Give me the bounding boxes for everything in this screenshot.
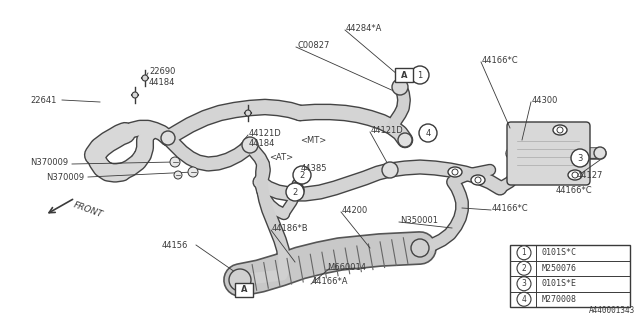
Circle shape: [188, 167, 198, 177]
Text: 0101S*E: 0101S*E: [542, 279, 577, 288]
Text: M660014: M660014: [327, 263, 366, 273]
Circle shape: [161, 131, 175, 145]
Circle shape: [382, 162, 398, 178]
Circle shape: [517, 246, 531, 260]
Circle shape: [517, 261, 531, 275]
Text: <MT>: <MT>: [300, 135, 326, 145]
Text: 4: 4: [426, 129, 431, 138]
Circle shape: [398, 133, 412, 147]
Ellipse shape: [553, 125, 567, 135]
FancyBboxPatch shape: [507, 122, 590, 185]
Text: M250076: M250076: [542, 264, 577, 273]
Text: 44200: 44200: [342, 205, 368, 214]
Circle shape: [411, 239, 429, 257]
Circle shape: [170, 157, 180, 167]
Circle shape: [132, 92, 138, 98]
Circle shape: [142, 75, 148, 81]
Text: 44186*B: 44186*B: [272, 223, 308, 233]
Text: 44121D: 44121D: [371, 125, 404, 134]
Circle shape: [174, 171, 182, 179]
Text: 44166*A: 44166*A: [312, 277, 349, 286]
Circle shape: [242, 137, 258, 153]
Circle shape: [245, 110, 251, 116]
Circle shape: [293, 166, 311, 184]
Text: 3: 3: [577, 154, 582, 163]
FancyBboxPatch shape: [395, 68, 413, 82]
Circle shape: [475, 177, 481, 183]
Text: 44166*C: 44166*C: [556, 186, 593, 195]
Text: N350001: N350001: [400, 215, 438, 225]
Circle shape: [571, 149, 589, 167]
Text: 22641: 22641: [30, 95, 56, 105]
Circle shape: [517, 277, 531, 291]
FancyBboxPatch shape: [510, 245, 630, 307]
Text: M270008: M270008: [542, 295, 577, 304]
Text: A440001343: A440001343: [589, 306, 635, 315]
Text: 44121D: 44121D: [249, 129, 282, 138]
Circle shape: [411, 66, 429, 84]
Text: 3: 3: [522, 279, 527, 288]
Circle shape: [572, 172, 578, 178]
FancyBboxPatch shape: [235, 283, 253, 297]
Circle shape: [517, 292, 531, 306]
Text: 1: 1: [417, 70, 422, 79]
Circle shape: [452, 169, 458, 175]
Text: 44166*C: 44166*C: [492, 204, 529, 212]
Text: 4: 4: [522, 295, 527, 304]
Text: 44385: 44385: [301, 164, 328, 172]
Ellipse shape: [568, 170, 582, 180]
Circle shape: [229, 269, 251, 291]
Text: 44284*A: 44284*A: [346, 23, 382, 33]
Text: A: A: [401, 70, 407, 79]
Text: N370009: N370009: [30, 157, 68, 166]
Text: 2: 2: [300, 171, 305, 180]
Text: 44184: 44184: [149, 77, 175, 86]
Text: 2: 2: [292, 188, 298, 196]
Text: <AT>: <AT>: [269, 153, 293, 162]
Ellipse shape: [471, 175, 485, 185]
Text: 2: 2: [522, 264, 526, 273]
Text: 44184: 44184: [249, 139, 275, 148]
Circle shape: [557, 127, 563, 133]
Text: 22690: 22690: [149, 67, 175, 76]
Circle shape: [419, 124, 437, 142]
Text: FRONT: FRONT: [72, 201, 104, 220]
Circle shape: [290, 183, 304, 197]
Text: N370009: N370009: [46, 172, 84, 181]
Circle shape: [594, 147, 606, 159]
Text: 1: 1: [522, 248, 526, 257]
Text: A: A: [241, 285, 247, 294]
Text: 44156: 44156: [162, 241, 188, 250]
Text: 44300: 44300: [532, 95, 558, 105]
Text: 44127: 44127: [577, 171, 604, 180]
Text: C00827: C00827: [297, 41, 330, 50]
Circle shape: [398, 69, 410, 81]
Circle shape: [286, 183, 304, 201]
Ellipse shape: [448, 167, 462, 177]
Text: 44166*C: 44166*C: [482, 55, 518, 65]
Circle shape: [392, 79, 408, 95]
Text: 0101S*C: 0101S*C: [542, 248, 577, 257]
